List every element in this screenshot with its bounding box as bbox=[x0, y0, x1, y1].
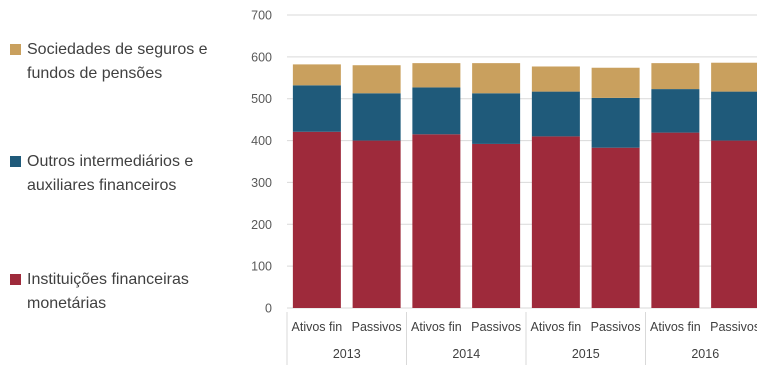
x-category-label: Ativos fin bbox=[650, 320, 701, 334]
legend-label-monetarias: Instituições financeiras monetárias bbox=[27, 271, 189, 312]
bar-segment bbox=[412, 87, 461, 135]
bar-segment bbox=[472, 143, 521, 308]
y-tick-label: 500 bbox=[251, 92, 272, 106]
bar-segment bbox=[292, 131, 341, 308]
x-category-label: Passivos bbox=[471, 320, 521, 334]
bar-segment bbox=[412, 63, 461, 88]
y-tick-label: 200 bbox=[251, 218, 272, 232]
bar-segment bbox=[591, 97, 640, 148]
y-tick-label: 400 bbox=[251, 134, 272, 148]
bar-segment bbox=[711, 140, 757, 308]
bar-segment bbox=[711, 91, 757, 141]
y-tick-label: 700 bbox=[251, 9, 272, 23]
x-category-label: Passivos bbox=[352, 320, 402, 334]
bar-segment bbox=[412, 134, 461, 308]
bar-segment bbox=[531, 136, 580, 308]
x-category-label: Ativos fin bbox=[292, 320, 343, 334]
legend-label-outros: Outros intermediários e auxiliares finan… bbox=[27, 153, 194, 194]
bar-segment bbox=[531, 66, 580, 92]
bar-segment bbox=[292, 64, 341, 86]
x-group-label: 2016 bbox=[691, 347, 719, 361]
bar-segment bbox=[591, 147, 640, 308]
bar-segment bbox=[352, 140, 401, 308]
legend-swatch-outros bbox=[10, 156, 21, 167]
x-category-label: Passivos bbox=[710, 320, 757, 334]
x-category-label: Ativos fin bbox=[411, 320, 462, 334]
bar-segment bbox=[472, 63, 521, 94]
x-group-label: 2014 bbox=[452, 347, 480, 361]
bar-segment bbox=[352, 93, 401, 141]
y-tick-label: 300 bbox=[251, 176, 272, 190]
bar-segment bbox=[352, 65, 401, 94]
legend-swatch-seguros bbox=[10, 44, 21, 55]
y-tick-label: 100 bbox=[251, 260, 272, 274]
bar-segment bbox=[651, 132, 700, 308]
y-tick-label: 0 bbox=[265, 302, 272, 316]
legend-swatch-monetarias bbox=[10, 274, 21, 285]
y-tick-label: 600 bbox=[251, 50, 272, 64]
x-group-label: 2013 bbox=[333, 347, 361, 361]
bar-segment bbox=[472, 93, 521, 144]
bar-segment bbox=[531, 91, 580, 137]
bar-segment bbox=[591, 67, 640, 98]
bar-segment bbox=[292, 85, 341, 132]
x-category-label: Ativos fin bbox=[531, 320, 582, 334]
x-category-label: Passivos bbox=[591, 320, 641, 334]
x-group-label: 2015 bbox=[572, 347, 600, 361]
bar-segment bbox=[711, 62, 757, 92]
bar-segment bbox=[651, 63, 700, 90]
bar-segment bbox=[651, 89, 700, 133]
legend-label-seguros: Sociedades de seguros e fundos de pensõe… bbox=[27, 41, 208, 82]
